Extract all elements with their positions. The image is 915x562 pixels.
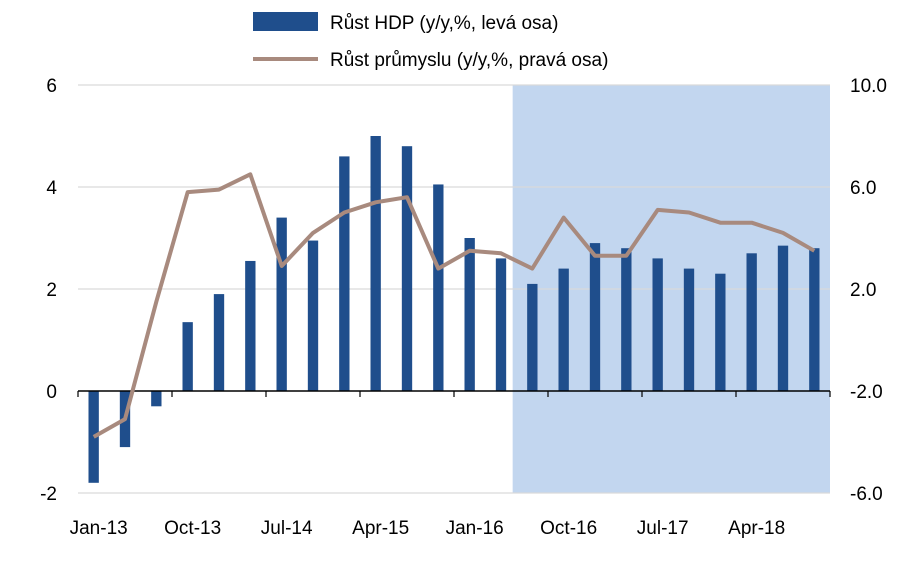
bar-gdp — [777, 245, 789, 391]
x-tick-label: Oct-13 — [164, 518, 221, 539]
x-tick-label: Apr-15 — [352, 518, 409, 539]
y-left-tick-label: 2 — [46, 280, 57, 301]
x-tick-label: Jan-16 — [446, 518, 504, 539]
legend-swatch-gdp — [253, 12, 318, 31]
bar-gdp — [558, 268, 569, 391]
legend-label-industry: Růst průmyslu (y/y,%, pravá osa) — [330, 50, 608, 71]
x-tick-label: Oct-16 — [540, 518, 597, 539]
bar-gdp — [151, 391, 162, 407]
x-tick-label: Apr-18 — [728, 518, 785, 539]
y-left-tick-label: 4 — [46, 178, 57, 199]
y-right-tick-label: 6.0 — [850, 178, 876, 199]
bar-gdp — [683, 268, 695, 391]
bar-gdp — [809, 248, 820, 391]
bar-gdp — [307, 240, 319, 391]
bar-gdp — [433, 184, 444, 391]
line-industry — [92, 172, 816, 439]
y-right-tick-label: -2.0 — [850, 382, 883, 403]
bar-gdp — [527, 283, 538, 391]
bar-gdp — [213, 294, 225, 391]
bar-gdp — [245, 260, 256, 391]
y-right-tick-label: 2.0 — [850, 280, 876, 301]
x-tick-label: Jul-17 — [637, 518, 689, 539]
bar-gdp — [589, 243, 601, 391]
bar-gdp — [339, 156, 350, 391]
y-left-tick-label: 6 — [46, 76, 57, 97]
bar-gdp — [401, 146, 413, 391]
y-left-tick-label: 0 — [46, 382, 57, 403]
bar-gdp — [370, 136, 381, 391]
x-tick-label: Jan-13 — [70, 518, 128, 539]
bar-gdp — [276, 217, 287, 391]
bar-gdp — [715, 273, 726, 391]
y-right-tick-label: 10.0 — [850, 76, 887, 97]
bar-gdp — [495, 258, 507, 391]
y-right-tick-label: -6.0 — [850, 484, 883, 505]
legend-label-gdp: Růst HDP (y/y,%, levá osa) — [330, 13, 558, 34]
bar-gdp — [182, 322, 193, 391]
bar-gdp — [621, 248, 632, 391]
bar-gdp — [746, 253, 757, 391]
y-left-tick-label: -2 — [40, 484, 57, 505]
bar-gdp — [464, 238, 475, 391]
bar-gdp — [88, 391, 99, 483]
x-tick-label: Jul-14 — [261, 518, 313, 539]
bar-gdp — [652, 258, 663, 391]
